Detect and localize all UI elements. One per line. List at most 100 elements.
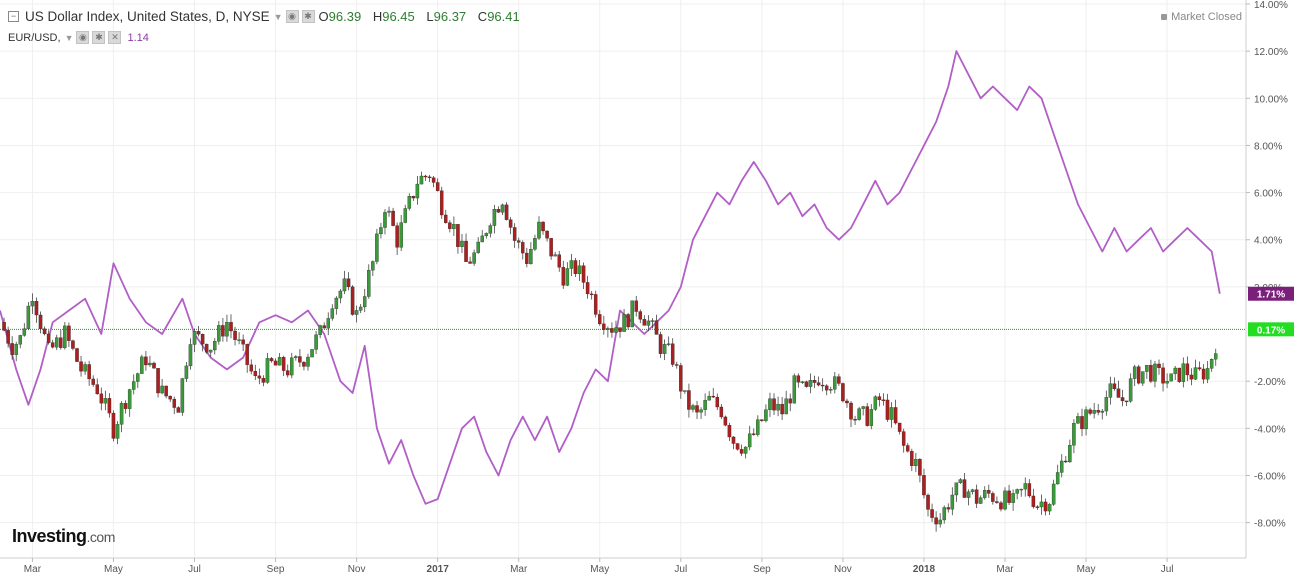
candle [918,459,922,476]
candle [136,373,140,382]
candle [816,382,821,386]
eye-icon[interactable]: ◉ [76,31,90,44]
candle [156,368,160,394]
candle [1051,483,1056,505]
overlay-symbol: EUR/USD, [8,31,61,44]
caret-down-icon[interactable]: ▼ [273,11,283,22]
x-tick-label: Jul [674,564,687,575]
candle [731,436,736,444]
candle [99,393,104,404]
investing-logo: Investing.com [12,526,115,547]
candle [1165,381,1169,384]
candle [338,290,343,299]
candle [610,328,614,333]
gear-icon[interactable]: ✱ [92,31,106,44]
candle [573,260,578,274]
candle [849,402,853,420]
candle [897,422,902,432]
candle [95,384,100,395]
candle [926,494,930,510]
candle [549,238,553,257]
candle [577,265,582,274]
candle [966,491,971,498]
candle [670,343,675,365]
candle [419,175,424,185]
candle [541,221,545,232]
gear-icon[interactable]: ✱ [301,10,315,23]
candle [537,221,541,239]
candle [784,398,788,415]
eye-icon[interactable]: ◉ [285,10,299,23]
candle [50,342,55,348]
candle [484,233,489,237]
candle [906,445,910,452]
candle [492,209,497,226]
candle [764,409,768,421]
candle [614,327,618,333]
candle [1064,460,1068,463]
candle [634,300,638,312]
candle [1128,378,1133,402]
candle [1185,363,1190,376]
candle [172,398,177,408]
candle [91,378,95,385]
collapse-icon[interactable]: − [8,11,19,22]
candle [83,364,87,372]
candle [383,212,387,228]
candle [164,385,168,397]
candle [480,235,484,243]
candle [1007,490,1011,503]
candle [208,349,213,353]
candle [529,249,533,264]
candle [379,227,383,235]
caret-down-icon[interactable]: ▼ [64,32,74,43]
candle [958,479,963,483]
candle [987,490,991,494]
candle [885,399,890,420]
candle [934,517,938,525]
candle [318,325,322,335]
candle [1023,483,1028,490]
candle [14,344,18,355]
close-icon[interactable]: ✕ [108,31,122,44]
candle [371,261,375,271]
candle [1201,368,1206,380]
candle [739,449,744,454]
candle [277,357,282,366]
candle [225,322,229,337]
candle [431,177,436,183]
x-tick-label: Nov [348,564,366,575]
candle [521,242,525,254]
candle [715,396,720,408]
y-tick-label: 10.00% [1254,94,1288,105]
candle [877,396,882,400]
candle [67,325,71,341]
candle [452,224,456,229]
candle [415,183,420,199]
candle [1072,423,1076,446]
candle [330,308,335,319]
candle [703,400,707,410]
candle [350,286,355,315]
candle [719,406,724,418]
candle [788,398,792,404]
candle [820,384,825,387]
overlay-legend: EUR/USD, ▼ ◉ ✱ ✕ 1.14 [8,31,149,44]
candle [752,433,756,435]
y-tick-label: -6.00% [1254,471,1286,482]
candle [127,389,132,409]
candle [123,403,128,409]
ohlc-close-key: C [477,9,488,24]
candle [792,375,797,404]
candle [1015,489,1019,494]
candle [545,230,549,239]
candle [508,219,513,228]
candle [59,337,63,348]
candle [1104,397,1109,412]
candle [630,300,634,328]
candle [375,233,379,262]
candle [747,433,752,448]
candle [772,398,776,411]
candle [1124,400,1129,403]
